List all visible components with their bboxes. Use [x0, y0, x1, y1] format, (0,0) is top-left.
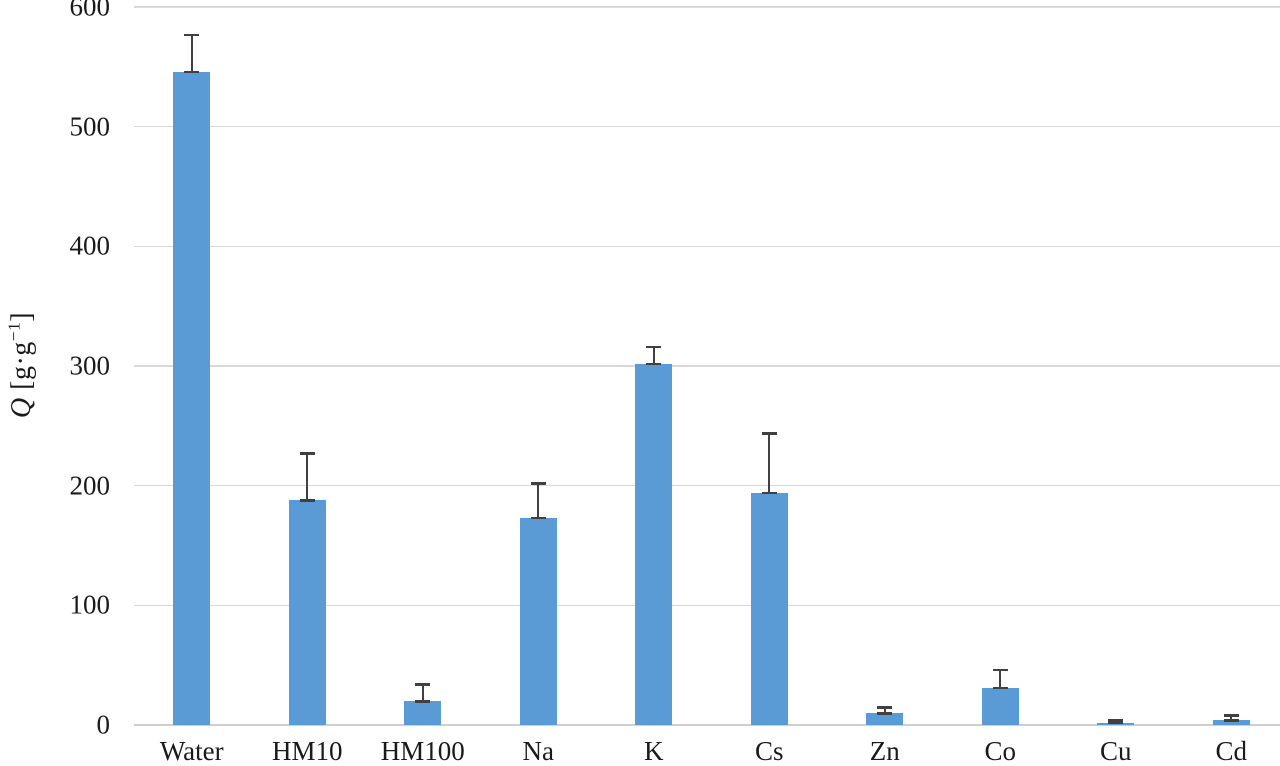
y-tick-label-400: 400 — [69, 230, 111, 261]
error-bar-whisker-cs — [768, 433, 771, 493]
x-tick-label-zn: Zn — [869, 736, 900, 766]
error-bar-bottom-cap-k — [646, 362, 662, 366]
y-axis-title-symbol: Q — [6, 397, 37, 419]
gridline-400 — [134, 245, 1280, 248]
error-bar-top-cap-k — [646, 345, 662, 349]
error-bar-top-cap-hm10 — [299, 452, 315, 455]
x-tick-label-cs: Cs — [754, 736, 784, 766]
error-bar-bottom-cap-water — [184, 70, 200, 74]
error-bar-top-cap-na — [530, 482, 546, 485]
x-tick-label-hm100: HM100 — [380, 736, 465, 766]
error-bar-bottom-cap-cd — [1223, 719, 1239, 722]
y-tick-label-300: 300 — [69, 350, 111, 381]
error-bar-bottom-cap-zn — [877, 712, 893, 715]
bar-cd — [1212, 720, 1250, 725]
error-bar-bottom-cap-co — [992, 686, 1008, 690]
error-bar-whisker-cd — [1230, 715, 1233, 721]
x-tick-label-hm10: HM10 — [271, 736, 343, 766]
error-bar-whisker-k — [652, 346, 655, 364]
error-bar-whisker-co — [999, 669, 1002, 688]
x-tick-label-water: Water — [159, 736, 224, 766]
error-bar-whisker-zn — [883, 707, 886, 714]
error-bar-bottom-cap-na — [530, 516, 546, 520]
error-bar-top-cap-cs — [761, 432, 777, 435]
bar-co — [981, 687, 1019, 725]
gridline-500 — [134, 125, 1280, 128]
error-bar-whisker-water — [190, 34, 193, 72]
error-bar-whisker-hm100 — [421, 684, 424, 702]
y-axis-title-unit-close: ] — [6, 311, 37, 322]
error-bar-bottom-cap-hm10 — [299, 499, 315, 502]
error-bar-top-cap-cd — [1223, 714, 1239, 717]
error-bar-top-cap-co — [992, 668, 1008, 672]
gridline-100 — [134, 604, 1280, 607]
x-tick-label-cd: Cd — [1215, 736, 1247, 766]
x-tick-label-k: K — [644, 736, 664, 766]
error-bar-whisker-na — [537, 483, 540, 518]
gridline-300 — [134, 365, 1280, 367]
y-tick-label-200: 200 — [69, 470, 111, 501]
x-tick-label-co: Co — [984, 736, 1016, 766]
error-bar-top-cap-zn — [877, 706, 893, 709]
error-bar-top-cap-hm100 — [415, 683, 431, 686]
error-bar-top-cap-cu — [1108, 719, 1124, 722]
bar-hm100 — [404, 701, 442, 725]
y-tick-label-500: 500 — [69, 111, 111, 142]
bar-hm10 — [288, 500, 326, 725]
y-tick-label-600: 600 — [69, 0, 111, 22]
x-tick-label-cu: Cu — [1099, 736, 1132, 766]
bar-water — [173, 71, 211, 725]
gridline-200 — [134, 484, 1280, 487]
x-tick-label-na: Na — [522, 736, 554, 766]
error-bar-top-cap-water — [184, 33, 200, 37]
gridline-600 — [134, 6, 1280, 8]
y-tick-label-0: 0 — [96, 709, 111, 740]
bar-k — [635, 363, 673, 725]
bar-zn — [866, 713, 904, 725]
bar-na — [519, 517, 557, 725]
x-axis-line — [134, 724, 1280, 726]
error-bar-whisker-hm10 — [306, 453, 309, 500]
y-tick-label-100: 100 — [69, 589, 111, 620]
bar-cs — [750, 492, 788, 725]
error-bar-bottom-cap-hm100 — [415, 700, 431, 703]
y-axis-title-exponent: −1 — [4, 321, 24, 342]
error-bar-bottom-cap-cu — [1108, 721, 1124, 725]
error-bar-bottom-cap-cs — [761, 491, 777, 495]
